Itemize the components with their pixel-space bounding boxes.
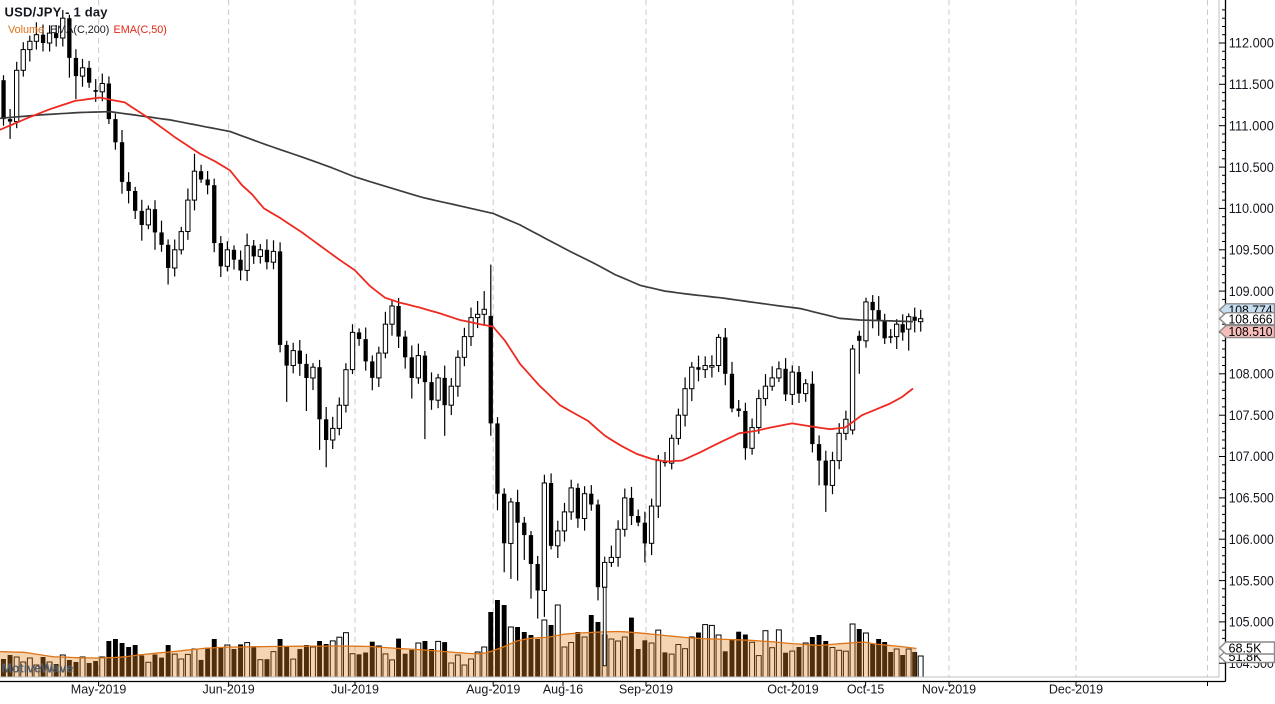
svg-text:Sep-2019: Sep-2019: [619, 683, 673, 697]
svg-text:Nov-2019: Nov-2019: [922, 683, 976, 697]
svg-text:108.666: 108.666: [1229, 312, 1273, 326]
svg-text:108.510: 108.510: [1229, 325, 1273, 339]
svg-text:112.000: 112.000: [1229, 36, 1274, 51]
svg-text:USD/JPY - 1 day: USD/JPY - 1 day: [5, 5, 109, 20]
svg-text:106.500: 106.500: [1229, 491, 1274, 506]
svg-text:MotiveWave: MotiveWave: [2, 662, 74, 676]
svg-text:110.000: 110.000: [1229, 201, 1274, 216]
svg-text:EMA(C,50): EMA(C,50): [114, 24, 167, 36]
svg-text:105.000: 105.000: [1229, 615, 1274, 630]
svg-text:Oct-15: Oct-15: [847, 683, 885, 697]
svg-text:May-2019: May-2019: [71, 683, 127, 697]
svg-text:Aug-16: Aug-16: [543, 683, 583, 697]
svg-text:Aug-2019: Aug-2019: [466, 683, 520, 697]
svg-text:108.000: 108.000: [1229, 367, 1274, 382]
svg-text:105.500: 105.500: [1229, 573, 1274, 588]
svg-text:111.000: 111.000: [1229, 118, 1274, 133]
svg-text:107.500: 107.500: [1229, 408, 1274, 423]
svg-text:Volume: Volume: [8, 24, 44, 36]
svg-text:68.5K: 68.5K: [1229, 642, 1263, 656]
svg-text:Jun-2019: Jun-2019: [203, 683, 255, 697]
svg-text:Oct-2019: Oct-2019: [767, 683, 818, 697]
svg-text:106.000: 106.000: [1229, 532, 1274, 547]
svg-text:111.500: 111.500: [1229, 77, 1274, 92]
svg-text:Dec-2019: Dec-2019: [1049, 683, 1103, 697]
svg-text:EMA(C,200): EMA(C,200): [50, 24, 109, 36]
svg-text:109.500: 109.500: [1229, 242, 1274, 257]
svg-text:109.000: 109.000: [1229, 284, 1274, 299]
svg-text:107.000: 107.000: [1229, 449, 1274, 464]
svg-text:110.500: 110.500: [1229, 160, 1274, 175]
svg-text:Jul-2019: Jul-2019: [331, 683, 379, 697]
